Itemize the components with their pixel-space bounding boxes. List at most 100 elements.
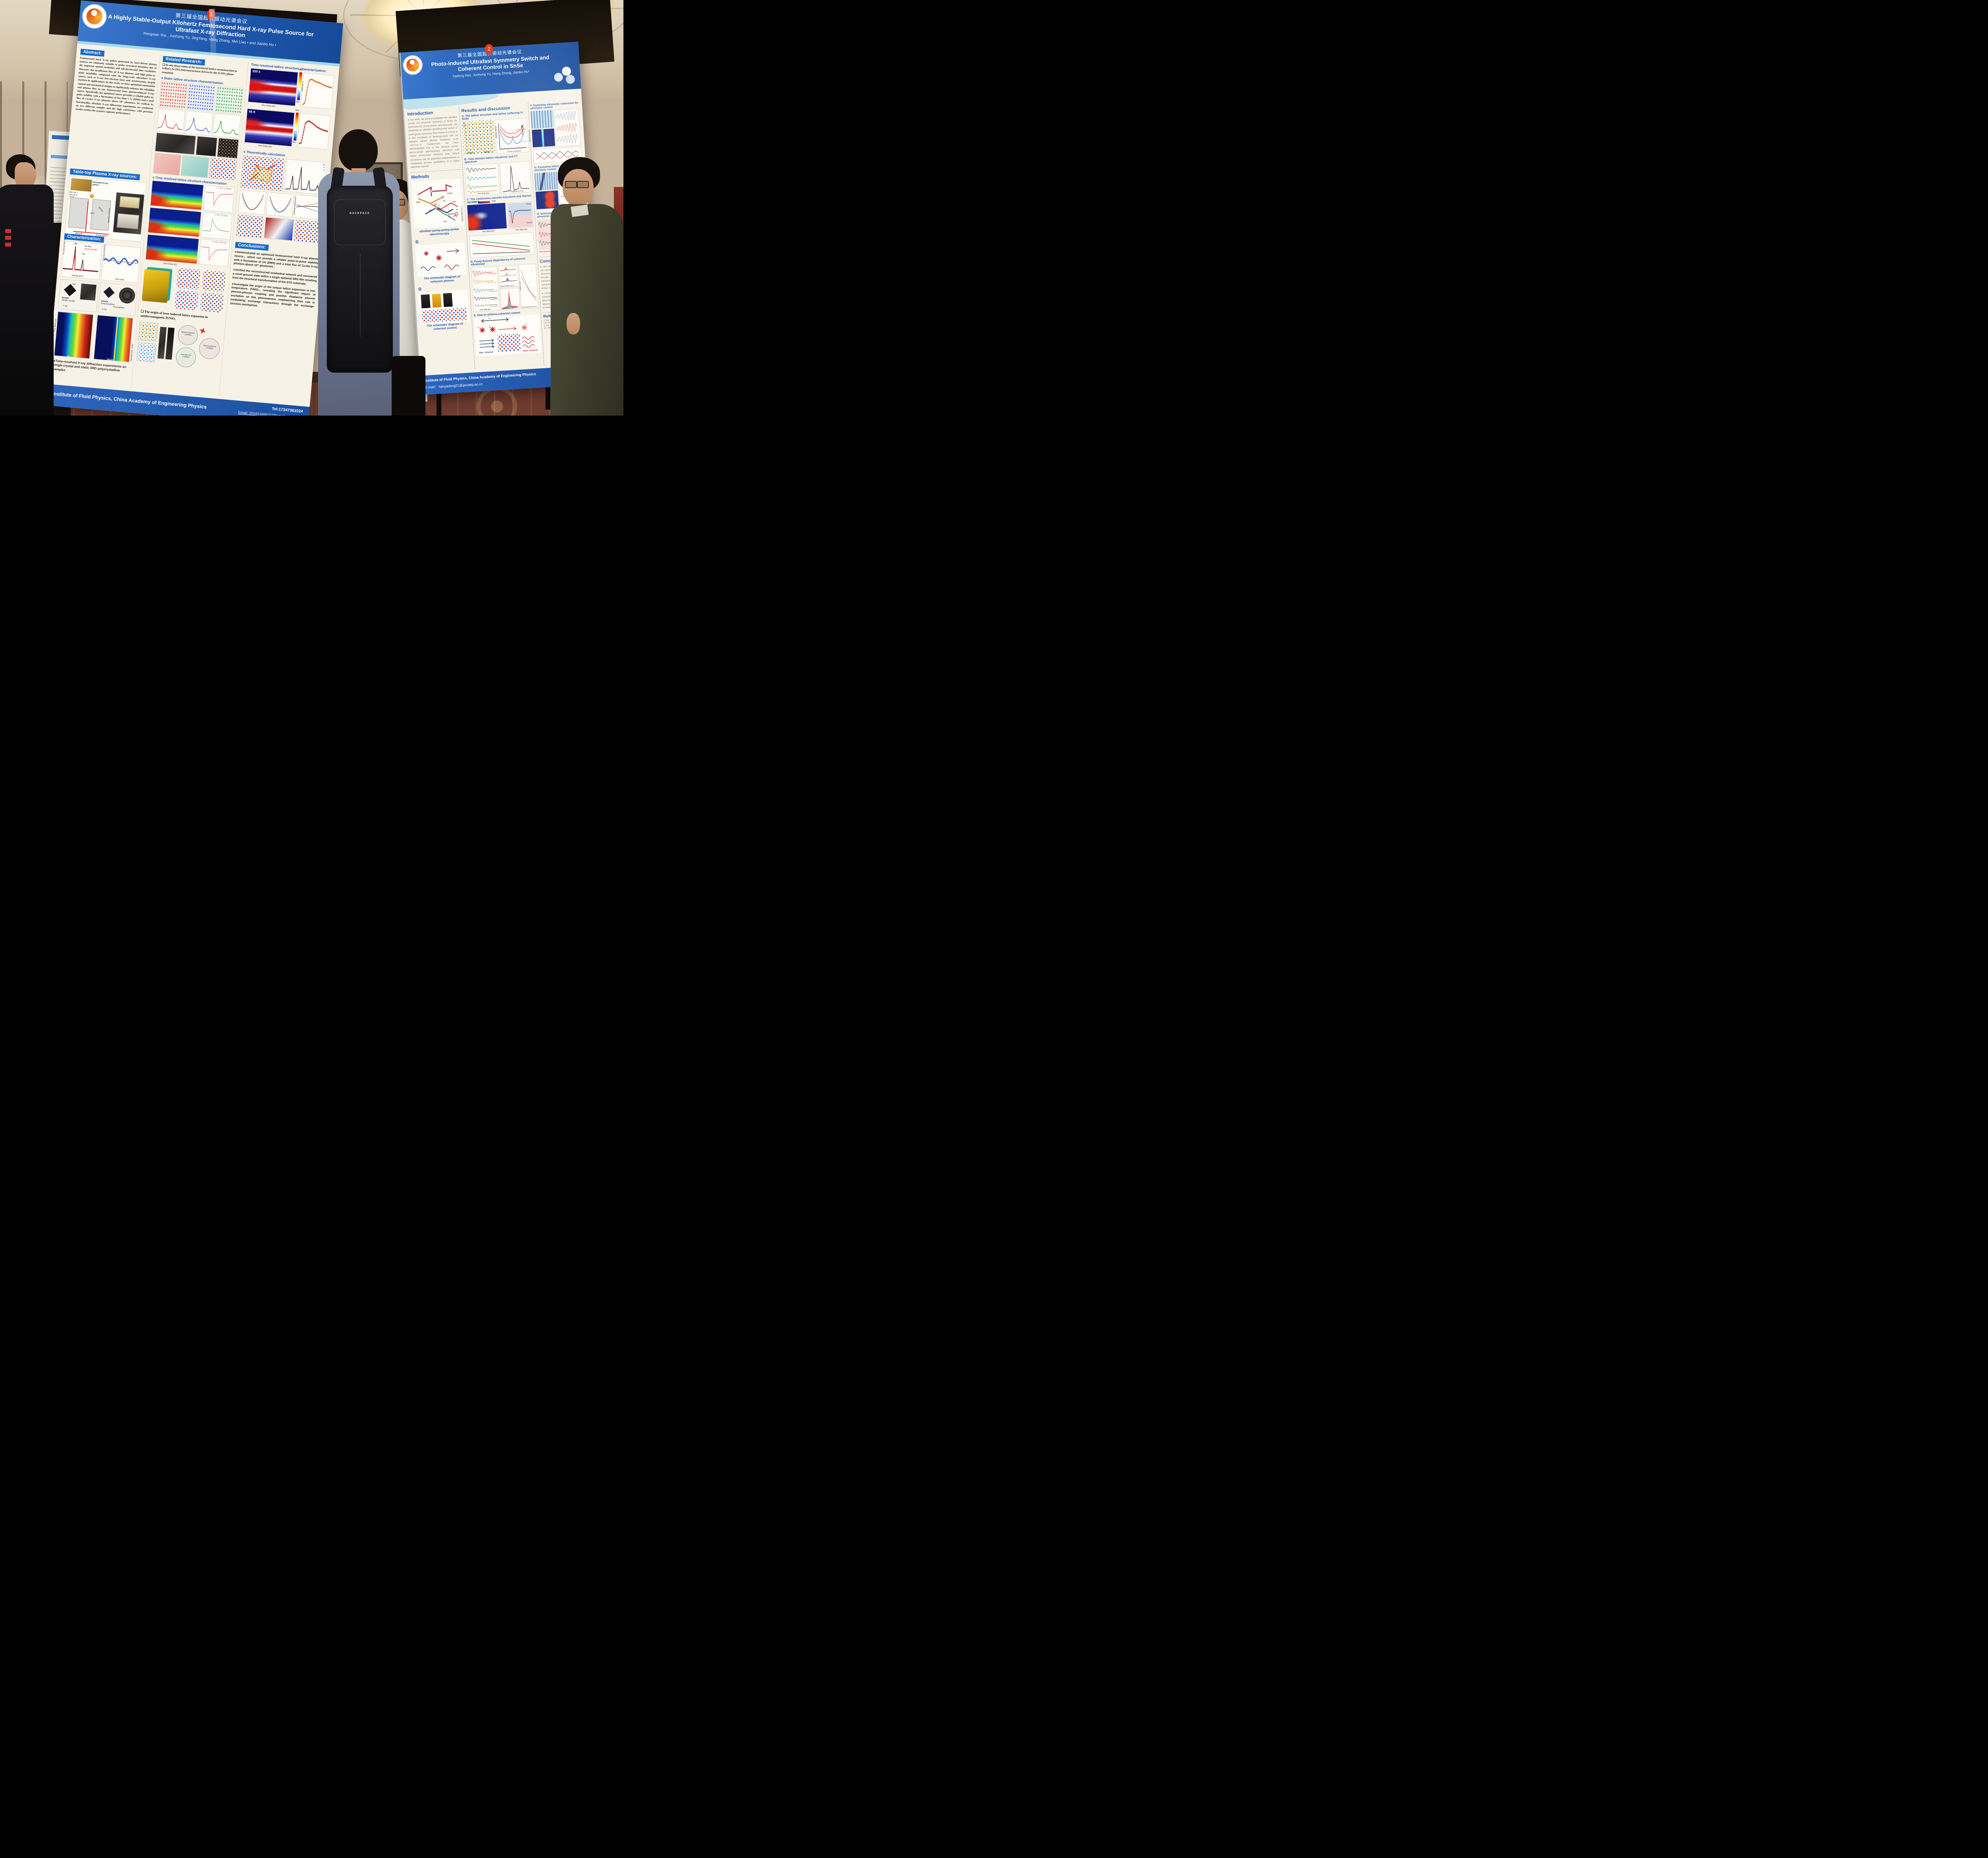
parabola-2 bbox=[266, 192, 294, 218]
polycrystal-sample-figure: Sample (Polycrystalline) Polycapillary X… bbox=[98, 282, 138, 316]
person-left bbox=[0, 151, 54, 416]
trl-decay-3: τ = 10.7 ± 0.5 ps bbox=[198, 239, 230, 267]
rp-col1: Introduction In the work, we have invest… bbox=[407, 109, 470, 332]
phase-tile-2 bbox=[294, 220, 322, 243]
methods-caption: ultrafast pump-pump-probe spectroscopy bbox=[419, 227, 459, 236]
trl-map-1 bbox=[150, 180, 204, 210]
beam-paths bbox=[417, 184, 458, 221]
optics-diagram: APM BS BS BS Delay λ/2 P CM Sample In Ou… bbox=[411, 178, 464, 229]
map-85k: 85 K Time Delay (ps) bbox=[244, 108, 295, 148]
parabola-1 bbox=[238, 189, 266, 215]
theory-spectrum: Ru Sr O bbox=[283, 159, 327, 195]
red-logo-icon bbox=[5, 229, 11, 247]
coherent-control-figure bbox=[418, 290, 470, 325]
hand bbox=[567, 313, 580, 334]
glasses-icon bbox=[577, 181, 589, 188]
footer-institute: Institute of Fluid Physics, China Academ… bbox=[52, 391, 207, 410]
stability-scatter bbox=[104, 257, 139, 266]
person-legs bbox=[392, 356, 425, 416]
spectrum-curves bbox=[62, 246, 98, 272]
lattice-image-dots bbox=[208, 157, 237, 181]
fluence-traces: 44 (μJ/cm²) 32.8 (μJ/cm²) 24 (μJ/cm²) 11… bbox=[471, 266, 500, 312]
exchange-plot: Exchange coupling (meV) bbox=[293, 194, 324, 220]
rp-footer-email: E-mail： hanyadong21@gscaep.ac.cn bbox=[425, 382, 483, 390]
trl-decay-2: τ = 8.2 ± 0.9 ps bbox=[201, 212, 233, 240]
static-profile-red bbox=[156, 108, 185, 134]
backpack: BACKPACK bbox=[327, 186, 393, 373]
static-profile-green bbox=[212, 113, 241, 139]
static-map-red bbox=[159, 81, 188, 110]
lifetime-plot: Lifetime (ps) Pump fluence (μJ/cm²) bbox=[518, 263, 539, 309]
coherence-map-dark bbox=[532, 128, 555, 148]
introduction-text: In the work, we have investigated the ul… bbox=[408, 116, 460, 169]
backpack-brand-label: BACKPACK bbox=[349, 212, 370, 215]
left-col-tabletop: Table-top Plasma X-ray sources: Generate… bbox=[64, 167, 147, 242]
stability-plot: Fluctuation of yield (%) Time (min) bbox=[101, 244, 141, 284]
time-domain-traces: Time delay (ps) bbox=[464, 163, 500, 196]
left-poster: 1 第三届全国超快振动光谱会议 A Highly Stable-Output K… bbox=[45, 0, 344, 416]
conclusion-3: ●Investigate the origin of the unique la… bbox=[230, 282, 316, 308]
lattice-image-teal bbox=[181, 155, 210, 178]
conference-photo: 1 第三届全国超快振动光谱会议 A Highly Stable-Output K… bbox=[0, 0, 623, 416]
coherent-phonon-figure bbox=[415, 242, 467, 277]
temperature-plot bbox=[469, 232, 535, 258]
trxrd-note: ●Time-resolved X-ray diffraction experim… bbox=[52, 359, 127, 373]
footer-tel: Tel:17347361024 bbox=[272, 406, 303, 414]
pnma-cmcm-plot: Pnma Cmcm Time delay (ps) bbox=[507, 201, 534, 231]
prnio-figure: Electron-phonon coupling Spin-phonon cou… bbox=[136, 319, 223, 371]
frequency-wiggle-plot bbox=[533, 146, 582, 164]
conclusions-heading: Conclusions: bbox=[235, 242, 269, 251]
ft-low-band: Wavenumber (cm⁻¹) bbox=[498, 264, 519, 288]
lotus-decoration bbox=[549, 59, 579, 89]
person-right bbox=[551, 157, 623, 416]
trl-map-2 bbox=[148, 207, 202, 237]
octahedra-figure bbox=[141, 265, 227, 314]
abstract-text: Femtosecond hard X-ray pulses generated … bbox=[75, 56, 157, 116]
trl-decay-1: τ = 11.7 ± 0.9 ps bbox=[203, 185, 235, 213]
map-300k: 300 k Time Delay (ps) bbox=[248, 68, 299, 107]
dd-plot-300k: Δd/d (10⁻³) bbox=[300, 72, 334, 110]
left-col-abstract: Abstract: Femtosecond hard X-ray pulses … bbox=[76, 48, 158, 118]
tabletop-figure: Generated X-ray pulses OAP Sensor Vacuum… bbox=[64, 176, 147, 242]
right-poster: 2 第三届全国超快振动光谱会议 Photo-Induced Ultrafast … bbox=[399, 42, 599, 395]
rp-footer-institute: Institute of Fluid Physics, China Academ… bbox=[424, 372, 536, 383]
tem-image bbox=[155, 132, 196, 155]
lattice-image-pink bbox=[153, 153, 182, 176]
theory-lattice bbox=[240, 155, 285, 192]
wavelet-map: Wavenumber (cm⁻¹) Time delay (ps) Low Hi… bbox=[460, 200, 507, 233]
person-center: BACKPACK bbox=[318, 129, 400, 416]
single-crystal-sample-figure: Sample (Single crystal) SM X-ray bbox=[58, 279, 99, 313]
dd-plot-85k bbox=[297, 113, 331, 150]
ft-high-band: Wavenumber (cm⁻¹) bbox=[499, 288, 520, 311]
potential-energy-plot: Potential energy Normal coordinate Fluen… bbox=[494, 118, 530, 154]
right-col: Time resolved lattice structure characte… bbox=[230, 62, 335, 313]
static-map-blue bbox=[186, 83, 216, 112]
phase-tile-1 bbox=[236, 214, 264, 239]
coherence-traces bbox=[554, 108, 581, 147]
face bbox=[15, 162, 36, 189]
coherent-control-scheme: τ₁₂ P₁ P₂ P₂ Elec. Coherent Phon. Cohere… bbox=[474, 314, 542, 357]
energy-surface bbox=[264, 217, 294, 241]
trxrd-map-poly: θ (deg) Intensity (arb. units) bbox=[93, 315, 134, 363]
trxrd-map-single: Time delay (ps) θ (deg) bbox=[54, 311, 94, 359]
green-jacket bbox=[551, 204, 623, 416]
mechanism-waves bbox=[537, 218, 564, 250]
abstract-heading: Abstract: bbox=[80, 49, 105, 57]
left-col-characterization: Characterization: Kα Kβ No filter Nickel… bbox=[52, 232, 142, 378]
black-jacket bbox=[0, 185, 54, 416]
trl-map-3: Time Delay (ps) bbox=[145, 234, 199, 266]
static-map-green bbox=[214, 86, 244, 115]
rp-col2: Results and discussion A. The lattice st… bbox=[460, 105, 542, 357]
coherence-map-light bbox=[530, 110, 554, 129]
static-profile-blue bbox=[184, 111, 214, 136]
haadf-image bbox=[217, 138, 239, 159]
tem-image bbox=[195, 136, 217, 157]
ft-spectrum: Frequency (THz) bbox=[499, 161, 532, 194]
mid-col: Related Research: ❑ In situ observation … bbox=[136, 55, 246, 371]
label-generated-xray: Generated X-ray pulses bbox=[92, 181, 108, 187]
chamber-photo bbox=[113, 192, 144, 235]
glasses-icon bbox=[565, 181, 577, 188]
lattice-structures: Se Sn Pnma Cmcm bbox=[462, 120, 495, 155]
burst-icon bbox=[198, 326, 208, 336]
spectrum-plot: Kα Kβ No filter Nickel foil filter Energ… bbox=[61, 237, 103, 280]
